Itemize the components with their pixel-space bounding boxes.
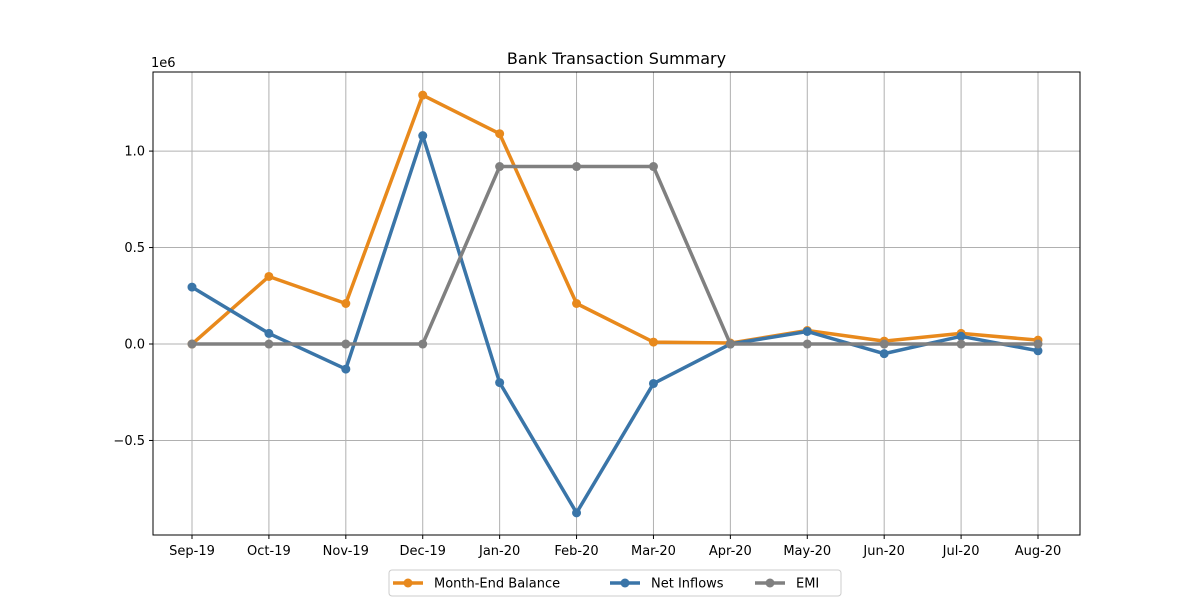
x-tick-label: Sep-19 — [169, 544, 215, 559]
plot-area-frame — [152, 71, 1081, 536]
series-line — [190, 164, 1040, 346]
x-axis: Sep-19 Oct-19 Nov-19 Dec-19 Jan-20 Feb-20 Mar-… — [169, 535, 1061, 559]
y-axis: −0.5 0.0 0.5 1.0 — [113, 145, 153, 449]
data-point — [879, 339, 889, 349]
data-point — [802, 326, 812, 336]
data-point — [341, 364, 351, 374]
data-point — [187, 282, 197, 292]
y-tick-label: 1.0 — [124, 145, 145, 160]
x-tick-label: Jul-20 — [942, 544, 980, 559]
x-tick-label: May-20 — [783, 544, 831, 559]
x-tick-label: Mar-20 — [631, 544, 676, 559]
data-point — [648, 337, 658, 347]
data-point — [879, 349, 889, 359]
data-point — [341, 299, 351, 308]
legend-swatch-marker — [403, 578, 413, 588]
y-tick-label: 0.0 — [124, 338, 145, 353]
y-tick-label: 0.5 — [124, 241, 145, 256]
y-axis-offset-label: 1e6 — [151, 56, 176, 71]
data-point — [802, 339, 812, 349]
legend: Month-End Balance Net Inflows EMI — [388, 569, 842, 597]
legend-swatch-marker — [765, 578, 775, 588]
data-point — [341, 339, 351, 349]
x-tick-label: Oct-19 — [247, 544, 291, 559]
legend-label: Month-End Balance — [434, 577, 560, 592]
data-point — [418, 90, 428, 100]
legend-swatch-marker — [620, 578, 630, 588]
data-point — [495, 129, 505, 139]
series-line — [190, 93, 1040, 346]
data-point — [418, 339, 428, 349]
data-point — [956, 331, 966, 341]
data-point — [956, 339, 966, 349]
data-point — [572, 162, 582, 172]
legend-entry: Net Inflows — [610, 577, 724, 592]
data-point — [1033, 339, 1043, 349]
legend-entry: Month-End Balance — [393, 577, 560, 592]
data-point — [264, 339, 274, 349]
x-tick-label: Dec-19 — [400, 544, 446, 559]
y-tick-label: −0.5 — [113, 434, 145, 449]
data-point — [264, 271, 274, 281]
legend-label: Net Inflows — [651, 577, 724, 592]
x-tick-label: Nov-19 — [323, 544, 369, 559]
data-point — [648, 162, 658, 172]
x-tick-label: Jun-20 — [862, 544, 905, 559]
grid — [153, 72, 1080, 535]
x-tick-label: Feb-20 — [554, 544, 598, 559]
data-point — [572, 299, 582, 308]
series-layer — [187, 90, 1043, 518]
data-point — [648, 379, 658, 389]
legend-label: EMI — [796, 577, 819, 592]
x-tick-label: Apr-20 — [709, 544, 752, 559]
data-point — [187, 339, 197, 349]
x-tick-label: Aug-20 — [1015, 544, 1062, 559]
data-point — [495, 162, 505, 172]
legend-entry: EMI — [755, 577, 819, 592]
data-point — [418, 131, 428, 141]
chart-title: Bank Transaction Summary — [507, 49, 726, 68]
data-point — [725, 339, 735, 349]
x-tick-label: Jan-20 — [478, 544, 520, 559]
data-point — [495, 378, 505, 388]
data-point — [264, 328, 274, 338]
series-line — [190, 133, 1040, 515]
data-point — [572, 508, 582, 518]
series-month-end-balance — [187, 90, 1043, 349]
data-point — [1033, 346, 1043, 356]
series-emi — [187, 162, 1043, 349]
